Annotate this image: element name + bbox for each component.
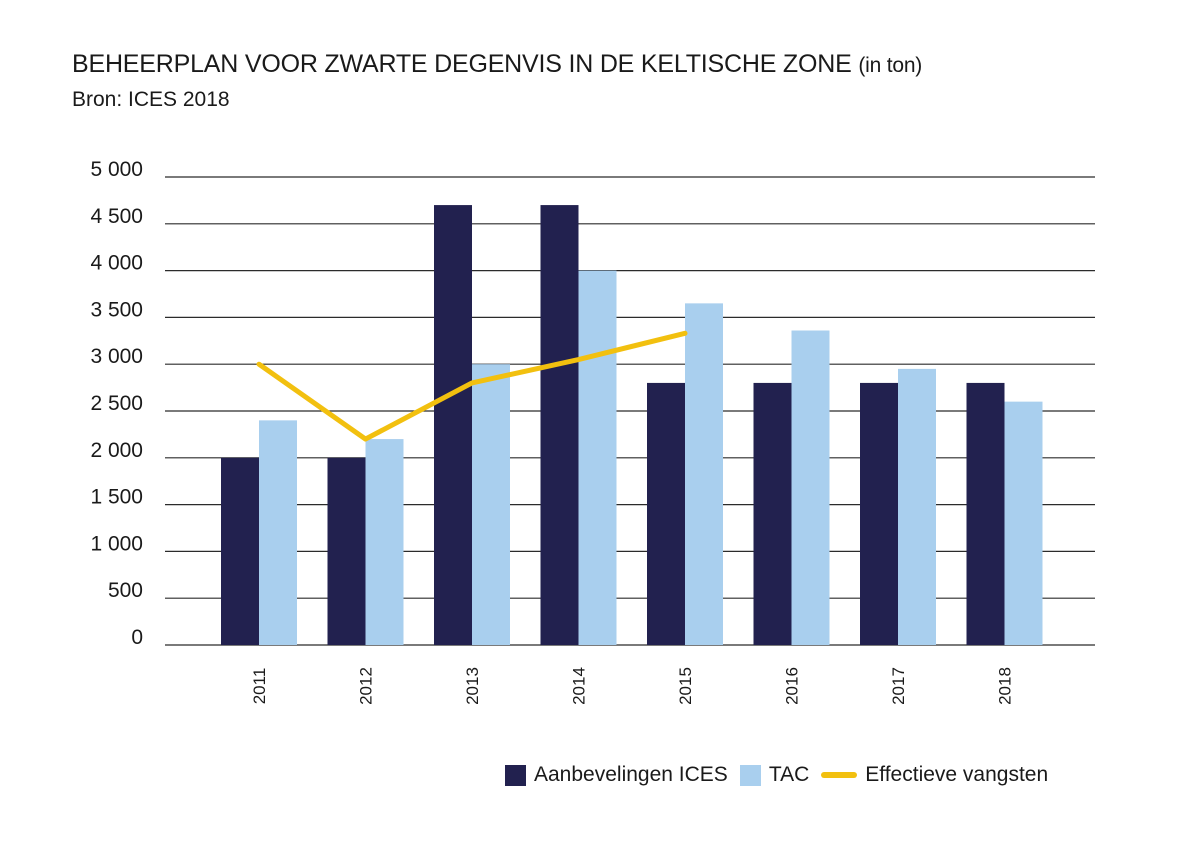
bar-ices-2018 — [966, 382, 1005, 645]
bar-tac-2014 — [578, 270, 617, 645]
legend-label-ices: Aanbevelingen ICES — [534, 763, 728, 786]
bar-tac-2016 — [791, 330, 830, 645]
y-tick-label: 0 — [131, 626, 143, 649]
chart-subtitle: Bron: ICES 2018 — [72, 88, 230, 111]
legend-item-vangsten: Effectieve vangsten — [821, 763, 1048, 787]
bar-tac-2017 — [898, 368, 936, 645]
y-tick-label: 2 500 — [90, 392, 143, 415]
chart-title-unit: (in ton) — [858, 54, 923, 77]
x-axis-tick-labels: 2011 2012 2013 2014 2015 2016 2017 2018 — [250, 667, 1015, 705]
line-effectieve-vangsten — [256, 330, 688, 442]
x-tick-label: 2017 — [889, 667, 908, 705]
chart-title: BEHEERPLAN VOOR ZWARTE DEGENVIS IN DE KE… — [72, 50, 922, 79]
grid-lines — [165, 176, 1095, 646]
x-tick-label: 2013 — [463, 667, 482, 705]
legend-swatch-ices — [505, 764, 526, 786]
bar-tac-2015 — [685, 303, 723, 645]
bar-ices-2012 — [327, 457, 366, 645]
bars — [221, 205, 1043, 645]
x-tick-label: 2012 — [357, 667, 376, 705]
bar-tac-2013 — [472, 364, 510, 645]
y-tick-label: 4 500 — [90, 205, 143, 228]
x-tick-label: 2018 — [996, 667, 1015, 705]
x-tick-label: 2015 — [676, 667, 695, 705]
bar-ices-2011 — [221, 457, 259, 645]
y-tick-label: 2 000 — [90, 439, 143, 462]
bar-ices-2013 — [434, 205, 472, 645]
y-tick-label: 1 000 — [90, 532, 143, 555]
line-series — [256, 330, 688, 442]
y-tick-label: 5 000 — [90, 158, 143, 181]
chart-title-text: BEHEERPLAN VOOR ZWARTE DEGENVIS IN DE KE… — [72, 50, 852, 78]
legend-label-tac: TAC — [768, 763, 810, 786]
y-tick-label: 500 — [108, 579, 143, 602]
legend-label-vangsten: Effectieve vangsten — [865, 763, 1049, 786]
y-tick-label: 1 500 — [90, 486, 143, 509]
bar-ices-2014 — [540, 205, 579, 645]
x-tick-label: 2011 — [250, 668, 269, 705]
x-tick-label: 2016 — [783, 667, 802, 705]
legend-swatch-tac — [739, 764, 761, 786]
y-axis-tick-labels: 0 500 1 000 1 500 2 000 2 500 3 000 3 500 4 000 4… — [90, 158, 143, 649]
legend-item-ices: Aanbevelingen ICES — [505, 763, 728, 787]
bar-tac-2018 — [1004, 401, 1043, 645]
bar-ices-2015 — [647, 382, 685, 645]
bar-ices-2017 — [860, 382, 898, 645]
bar-tac-2011 — [259, 420, 297, 645]
legend-swatch-vangsten — [821, 772, 858, 778]
y-tick-label: 3 500 — [90, 298, 143, 321]
legend: Aanbevelingen ICES TAC Effectieve vangst… — [505, 760, 1060, 790]
y-tick-label: 4 000 — [90, 252, 143, 275]
legend-item-tac: TAC — [739, 763, 810, 787]
y-tick-label: 3 000 — [90, 345, 143, 368]
x-tick-label: 2014 — [570, 667, 589, 705]
bar-tac-2012 — [365, 439, 404, 645]
bar-ices-2016 — [753, 382, 792, 645]
